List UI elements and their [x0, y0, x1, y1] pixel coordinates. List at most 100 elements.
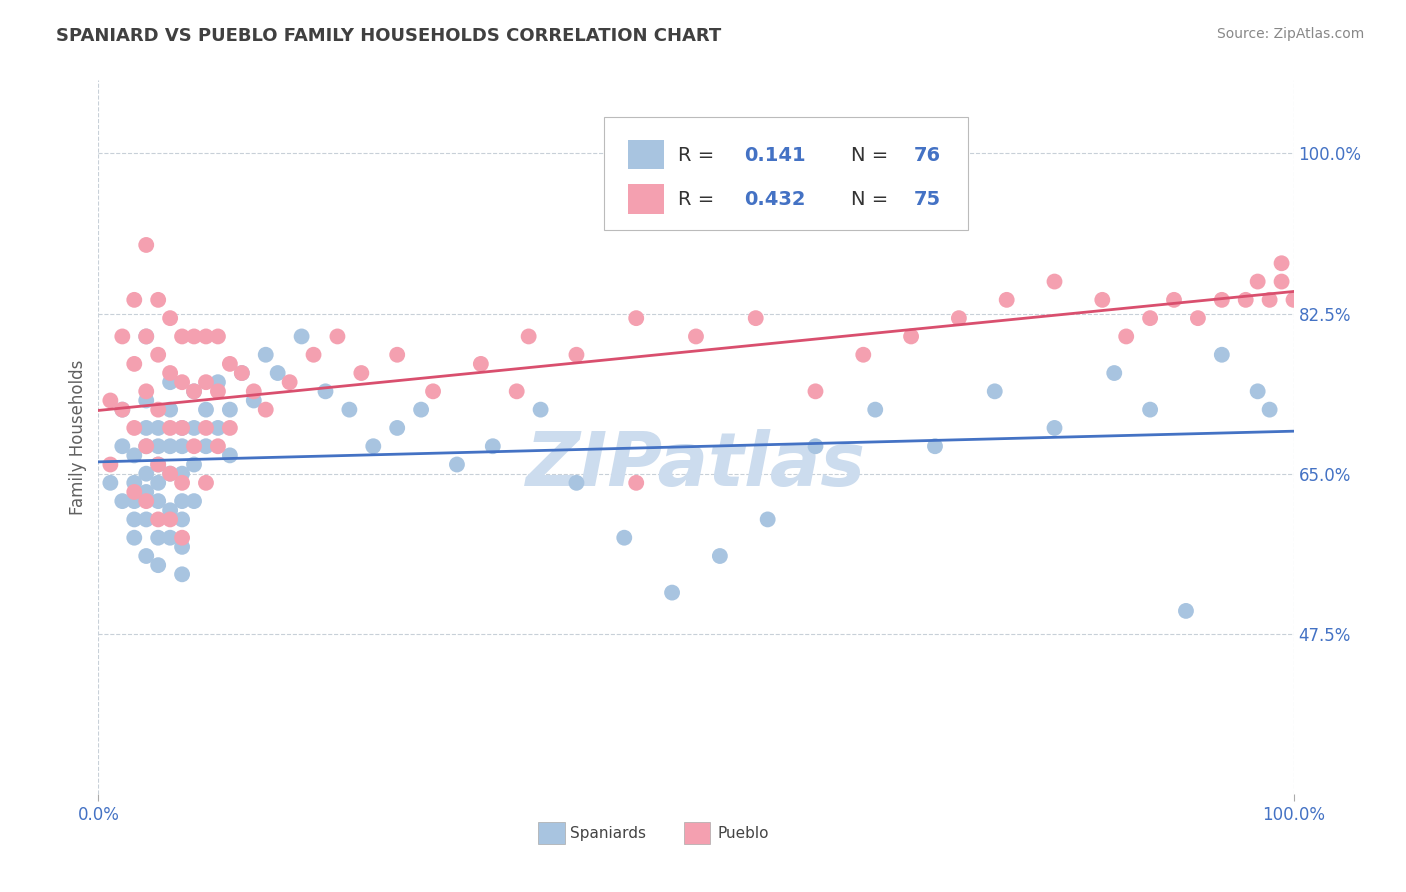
Point	[124, 293, 146, 307]
Point	[159, 375, 181, 389]
Bar	[685, 822, 710, 844]
Point	[195, 421, 218, 435]
Point	[661, 585, 683, 599]
Point	[111, 494, 134, 508]
Point	[148, 458, 170, 472]
Point	[148, 348, 170, 362]
Point	[1104, 366, 1126, 380]
Point	[219, 449, 242, 463]
Point	[172, 512, 194, 526]
FancyBboxPatch shape	[605, 118, 969, 230]
Point	[231, 366, 253, 380]
Point	[1043, 421, 1066, 435]
Point	[243, 384, 266, 399]
Bar	[628, 139, 664, 169]
Point	[159, 467, 181, 481]
Point	[231, 366, 253, 380]
Point	[315, 384, 337, 399]
Point	[148, 512, 170, 526]
Point	[219, 357, 242, 371]
Point	[148, 293, 170, 307]
Point	[1258, 293, 1281, 307]
Point	[995, 293, 1018, 307]
Point	[159, 531, 181, 545]
Point	[804, 439, 827, 453]
Point	[148, 558, 170, 573]
Point	[135, 485, 157, 500]
Text: SPANIARD VS PUEBLO FAMILY HOUSEHOLDS CORRELATION CHART: SPANIARD VS PUEBLO FAMILY HOUSEHOLDS COR…	[56, 27, 721, 45]
Point	[1115, 329, 1137, 343]
Point	[1187, 311, 1209, 326]
Point	[195, 439, 218, 453]
Point	[159, 503, 181, 517]
Point	[219, 421, 242, 435]
Point	[111, 402, 134, 417]
Point	[159, 402, 181, 417]
Bar	[538, 822, 565, 844]
Point	[1139, 402, 1161, 417]
Point	[172, 567, 194, 582]
Point	[135, 329, 157, 343]
Point	[135, 439, 157, 453]
Point	[1139, 311, 1161, 326]
Point	[172, 421, 194, 435]
Point	[339, 402, 361, 417]
Point	[159, 311, 181, 326]
Text: 75: 75	[914, 190, 941, 209]
Point	[135, 393, 157, 408]
Point	[363, 439, 385, 453]
Point	[1234, 293, 1257, 307]
Point	[183, 494, 205, 508]
Point	[124, 485, 146, 500]
Text: Source: ZipAtlas.com: Source: ZipAtlas.com	[1216, 27, 1364, 41]
Point	[1247, 275, 1270, 289]
Text: 76: 76	[914, 145, 941, 165]
Point	[195, 375, 218, 389]
Point	[183, 384, 205, 399]
Point	[254, 348, 277, 362]
Point	[207, 375, 229, 389]
Point	[195, 329, 218, 343]
Point	[124, 357, 146, 371]
Text: Pueblo: Pueblo	[717, 826, 769, 840]
Point	[135, 439, 157, 453]
Text: 0.432: 0.432	[744, 190, 806, 209]
Point	[207, 329, 229, 343]
Point	[98, 458, 122, 472]
Point	[195, 475, 218, 490]
Point	[172, 439, 194, 453]
Point	[172, 467, 194, 481]
Point	[172, 494, 194, 508]
Point	[148, 531, 170, 545]
Point	[1043, 275, 1066, 289]
Point	[148, 458, 170, 472]
Point	[135, 467, 157, 481]
Point	[613, 531, 636, 545]
Point	[254, 402, 277, 417]
Point	[148, 439, 170, 453]
Point	[804, 384, 827, 399]
Point	[470, 357, 492, 371]
Point	[565, 348, 588, 362]
Point	[530, 402, 553, 417]
Point	[148, 402, 170, 417]
Point	[565, 475, 588, 490]
Point	[626, 311, 648, 326]
Point	[135, 549, 157, 563]
Point	[172, 531, 194, 545]
Point	[124, 512, 146, 526]
Point	[446, 458, 468, 472]
Point	[1271, 256, 1294, 270]
Point	[709, 549, 731, 563]
Point	[172, 540, 194, 554]
Point	[1282, 293, 1305, 307]
Point	[172, 375, 194, 389]
Point	[1163, 293, 1185, 307]
Point	[900, 329, 922, 343]
Point	[98, 393, 122, 408]
Point	[172, 329, 194, 343]
Point	[948, 311, 970, 326]
Point	[159, 512, 181, 526]
Point	[111, 329, 134, 343]
Point	[865, 402, 887, 417]
